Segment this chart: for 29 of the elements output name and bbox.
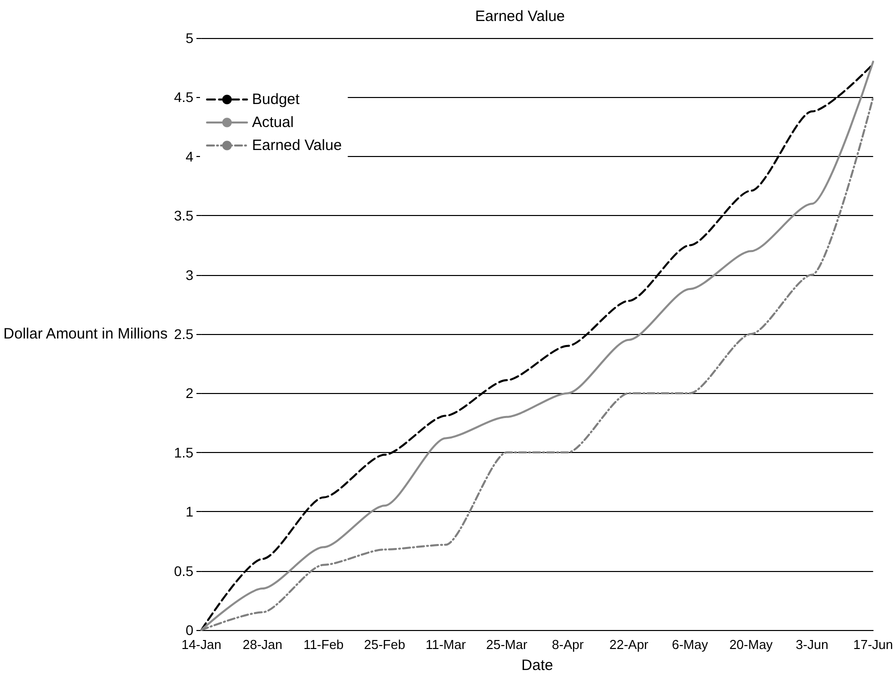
x-tick-label: 14-Jan — [182, 637, 222, 652]
x-tick-label: 20-May — [729, 637, 774, 652]
y-tick-label: 4.5 — [174, 89, 194, 106]
x-tick-label: 25-Mar — [486, 637, 528, 652]
legend-label: Earned Value — [252, 137, 342, 154]
x-tick-label: 11-Mar — [426, 637, 466, 652]
legend-label: Budget — [252, 91, 300, 108]
x-tick-label: 8-Apr — [552, 637, 584, 652]
y-tick-label: 2 — [186, 385, 194, 402]
y-tick-label: 0 — [186, 622, 194, 638]
y-tick-label: 3.5 — [174, 208, 194, 224]
chart-title: Earned Value — [475, 8, 565, 25]
y-axis-title: Dollar Amount in Millions — [3, 326, 168, 342]
legend-label: Actual — [252, 114, 294, 131]
y-tick-label: 3 — [186, 266, 194, 283]
x-tick-label: 22-Apr — [609, 637, 650, 652]
y-tick-label: 5 — [186, 30, 194, 46]
y-tick-label: 1.5 — [174, 444, 194, 460]
x-tick-label: 6-May — [672, 637, 708, 652]
x-axis-title: Date — [521, 657, 554, 674]
x-tick-label: 3-Jun — [796, 637, 828, 652]
y-tick-label: 1 — [186, 504, 194, 520]
x-tick-label: 28-Jan — [242, 637, 282, 652]
x-tick-label: 11-Feb — [303, 637, 344, 652]
y-tick-label: 0.5 — [174, 562, 194, 579]
x-tick-label: 17-Jun — [853, 637, 893, 652]
y-tick-label: 2.5 — [174, 326, 194, 342]
y-tick-label: 4 — [186, 148, 194, 164]
x-tick-label: 25-Feb — [364, 637, 406, 652]
